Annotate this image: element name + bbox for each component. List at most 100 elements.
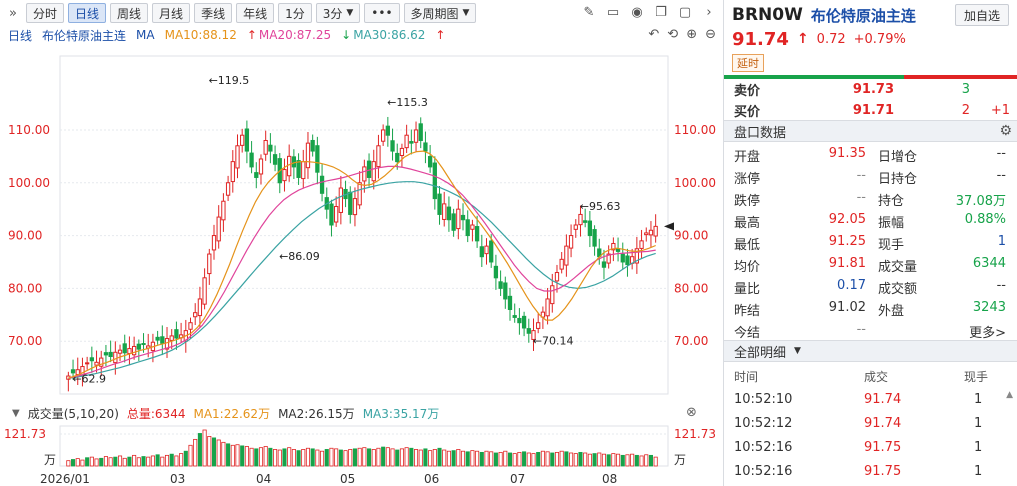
zoom-out-icon[interactable]: ⊖	[705, 27, 716, 42]
tab-daily[interactable]: 日线	[68, 3, 107, 23]
add-favorite-button[interactable]: 加自选	[954, 4, 1009, 26]
expand-icon[interactable]: »	[9, 5, 17, 21]
last-price: 91.74	[732, 28, 789, 50]
more-link[interactable]: 更多>	[969, 326, 1006, 341]
volume-bar	[71, 459, 76, 467]
volume-bar	[334, 448, 339, 467]
volume-bar	[367, 448, 372, 467]
multi-period-button[interactable]: 多周期图 ▼	[403, 3, 477, 23]
tab-1min[interactable]: 1分	[278, 3, 312, 23]
candlestick-chart[interactable]: 110.00 110.00 100.00 100.00 90.00 90.00 80.00 8…	[0, 44, 722, 404]
gear-icon[interactable]: ⚙	[999, 123, 1012, 139]
date-axis: 2026/01 03 04 05 06 07 08	[40, 472, 617, 486]
volume-bar	[545, 451, 550, 467]
stat-value: 1	[997, 234, 1006, 249]
volume-bar	[273, 449, 278, 467]
candle-body	[155, 336, 160, 341]
chart-controls: ↶ ⟲ ⊕ ⊖	[648, 27, 716, 42]
ask-price: 91.73	[852, 81, 894, 97]
tab-timeshare[interactable]: 分时	[26, 3, 65, 23]
symbol-row: BRN0W 布伦特原油主连	[732, 4, 916, 26]
y-tick-right: 70.00	[674, 334, 708, 348]
candle-body	[371, 161, 376, 182]
volume-bar	[94, 458, 99, 467]
bid-label: 买价	[734, 104, 761, 120]
more-button[interactable]: •••	[364, 3, 400, 23]
volume-bar	[489, 451, 494, 467]
candle-body	[512, 315, 517, 318]
candle-body	[526, 328, 531, 334]
candle-body	[625, 255, 630, 266]
stat-label: 振幅	[878, 216, 905, 231]
down-triangle-icon: ▼	[12, 407, 20, 419]
volume-bar	[310, 448, 315, 467]
y-tick-right: 110.00	[674, 123, 716, 137]
reset-icon[interactable]: ⟲	[667, 27, 679, 42]
candle-body	[221, 200, 226, 221]
tab-yearly[interactable]: 年线	[236, 3, 275, 23]
period-label: 日线	[8, 28, 33, 43]
zoom-in-icon[interactable]: ⊕	[686, 27, 698, 42]
camera-icon[interactable]: ◉	[631, 4, 643, 20]
undo-icon[interactable]: ↶	[648, 27, 660, 42]
volume-max-left: 121.73	[4, 427, 46, 441]
volume-bar	[329, 447, 334, 467]
volume-bar	[517, 451, 522, 467]
volume-bar	[127, 456, 132, 467]
trade-price: 91.74	[864, 416, 902, 431]
volume-ma2: MA2:26.15万	[278, 406, 355, 421]
candle-body	[94, 361, 99, 366]
trade-detail-header[interactable]: 全部明细 ▼	[724, 340, 1017, 362]
candle-body	[517, 317, 522, 324]
stat-value: --	[996, 146, 1006, 161]
candle-body	[348, 191, 353, 215]
candle-body	[587, 220, 593, 237]
tab-weekly[interactable]: 周线	[110, 3, 149, 23]
window-icon[interactable]: ▢	[678, 4, 692, 20]
volume-bar	[451, 450, 456, 467]
tab-monthly[interactable]: 月线	[152, 3, 191, 23]
stat-value: --	[856, 322, 866, 337]
volume-bar	[291, 449, 296, 467]
volume-bar	[395, 449, 400, 467]
volume-bar	[85, 457, 90, 467]
volume-bar	[305, 447, 311, 467]
volume-ma3: MA3:35.17万	[362, 406, 440, 421]
candle-body	[559, 258, 564, 270]
tab-quarterly[interactable]: 季线	[194, 3, 233, 23]
candle-body	[272, 154, 278, 165]
stat-label: 最低	[734, 238, 761, 253]
candle-body	[446, 206, 452, 221]
ma-legend: 日线 布伦特原油主连 MA MA10:88.12 ↑ MA20:87.25 ↓ …	[8, 27, 445, 43]
tab-3min[interactable]: 3分 ▼	[315, 3, 361, 23]
trade-price: 91.74	[864, 392, 902, 407]
candle-body	[197, 298, 203, 317]
volume-bar	[188, 444, 193, 467]
candle-body	[315, 145, 320, 173]
edit-icon[interactable]: ✎	[583, 4, 595, 20]
volume-bar	[277, 449, 282, 467]
bookmark-icon[interactable]: ▭	[606, 4, 620, 20]
volume-bar	[578, 451, 583, 467]
volume-bar	[409, 447, 414, 467]
candle-body	[531, 330, 536, 340]
scroll-up-icon[interactable]: ▲	[1006, 390, 1013, 400]
copy-icon[interactable]: ❐	[655, 4, 667, 20]
volume-bar	[573, 453, 578, 467]
chevron-right-icon[interactable]: ›	[706, 4, 712, 20]
close-icon[interactable]: ⊗	[686, 405, 697, 420]
candle-body	[216, 216, 221, 242]
ma20-line	[68, 165, 656, 379]
candle-body	[479, 246, 484, 258]
volume-bar	[531, 453, 536, 467]
candle-body	[503, 282, 508, 300]
volume-bar	[639, 455, 644, 467]
candle-body	[376, 145, 381, 168]
stat-value: 0.17	[837, 278, 866, 293]
candle-body	[583, 220, 588, 223]
volume-bar	[132, 454, 137, 467]
stat-value: 6344	[972, 256, 1006, 271]
volume-bar	[207, 436, 212, 467]
candle-body	[568, 235, 574, 249]
trade-detail-columns: 时间 成交 现手	[724, 364, 1017, 386]
